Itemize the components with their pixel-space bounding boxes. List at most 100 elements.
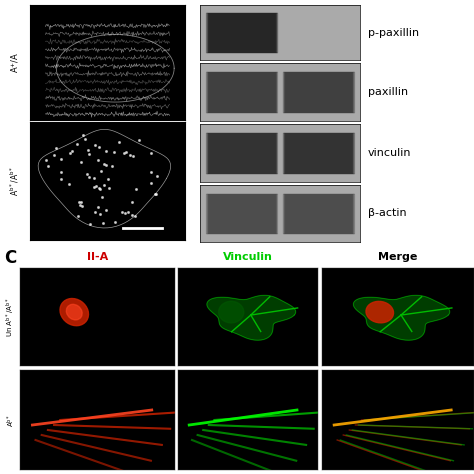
Point — [152, 191, 160, 198]
Point — [96, 185, 104, 192]
Bar — [277, 13, 279, 52]
Bar — [283, 193, 285, 234]
Polygon shape — [354, 295, 450, 340]
Point — [94, 203, 102, 211]
Point — [42, 156, 49, 164]
Bar — [276, 133, 277, 173]
Bar — [203, 72, 205, 112]
Point — [108, 162, 116, 170]
Bar — [353, 133, 354, 173]
Point — [104, 175, 112, 182]
Ellipse shape — [219, 301, 244, 323]
Polygon shape — [207, 295, 296, 340]
Point — [93, 182, 100, 190]
Bar — [276, 13, 278, 52]
Point — [153, 173, 160, 180]
Bar — [278, 193, 280, 234]
Point — [91, 209, 99, 216]
Bar — [206, 72, 207, 112]
Bar — [204, 72, 205, 112]
Point — [123, 148, 130, 156]
Bar — [206, 13, 208, 52]
Bar — [355, 193, 356, 234]
Bar — [279, 13, 280, 52]
Bar — [279, 193, 281, 234]
Bar — [354, 72, 355, 112]
Point — [78, 198, 85, 205]
Bar — [281, 72, 283, 112]
Bar — [356, 72, 357, 112]
Bar — [281, 72, 282, 112]
Text: paxillin: paxillin — [368, 87, 408, 97]
Point — [85, 151, 92, 158]
Bar — [354, 193, 356, 234]
Bar — [356, 72, 358, 112]
Bar — [357, 72, 358, 112]
Bar — [277, 133, 279, 173]
Bar — [276, 72, 277, 112]
Point — [100, 161, 108, 168]
Point — [84, 146, 92, 154]
Bar — [352, 72, 354, 112]
Point — [96, 184, 103, 191]
Point — [106, 184, 113, 191]
Bar — [206, 193, 207, 234]
Point — [147, 168, 155, 175]
Bar — [206, 13, 277, 52]
Point — [100, 181, 108, 189]
Bar — [355, 72, 356, 112]
Point — [78, 203, 86, 210]
Bar — [280, 193, 282, 234]
Point — [80, 131, 87, 138]
Bar — [206, 193, 208, 234]
Bar — [279, 133, 281, 173]
Bar — [282, 133, 283, 173]
Text: II-A: II-A — [87, 252, 108, 262]
Bar — [278, 133, 280, 173]
Bar — [205, 133, 207, 173]
Point — [57, 175, 64, 182]
Bar — [201, 193, 203, 234]
Bar — [204, 133, 206, 173]
Bar — [280, 133, 282, 173]
Bar — [204, 13, 205, 52]
Ellipse shape — [60, 299, 89, 326]
Point — [98, 193, 106, 201]
Bar — [283, 193, 284, 234]
Bar — [280, 13, 282, 52]
Point — [110, 148, 118, 156]
Bar — [278, 72, 280, 112]
Bar — [275, 72, 277, 112]
Bar — [356, 133, 357, 173]
Bar — [277, 193, 279, 234]
Point — [78, 159, 85, 166]
Bar — [279, 72, 281, 112]
Bar — [283, 72, 285, 112]
Point — [152, 190, 159, 198]
Point — [103, 162, 110, 169]
Text: p-paxillin: p-paxillin — [368, 27, 419, 37]
Bar — [278, 193, 280, 234]
Bar — [206, 133, 277, 173]
Bar — [282, 72, 283, 112]
Point — [57, 155, 65, 163]
Point — [132, 185, 140, 193]
Bar — [356, 193, 358, 234]
Bar — [354, 72, 356, 112]
Ellipse shape — [66, 304, 82, 320]
Bar — [275, 193, 277, 234]
Bar — [203, 133, 205, 173]
Bar — [276, 13, 277, 52]
Bar — [276, 193, 278, 234]
Bar — [279, 133, 280, 173]
Bar — [352, 193, 354, 234]
Bar — [277, 72, 279, 112]
Text: β-actin: β-actin — [368, 209, 406, 219]
Text: Merge: Merge — [378, 252, 418, 262]
Point — [102, 147, 110, 155]
Bar — [353, 193, 354, 234]
Bar — [206, 133, 207, 173]
Bar — [283, 133, 354, 173]
Bar — [204, 133, 205, 173]
Ellipse shape — [366, 301, 393, 323]
